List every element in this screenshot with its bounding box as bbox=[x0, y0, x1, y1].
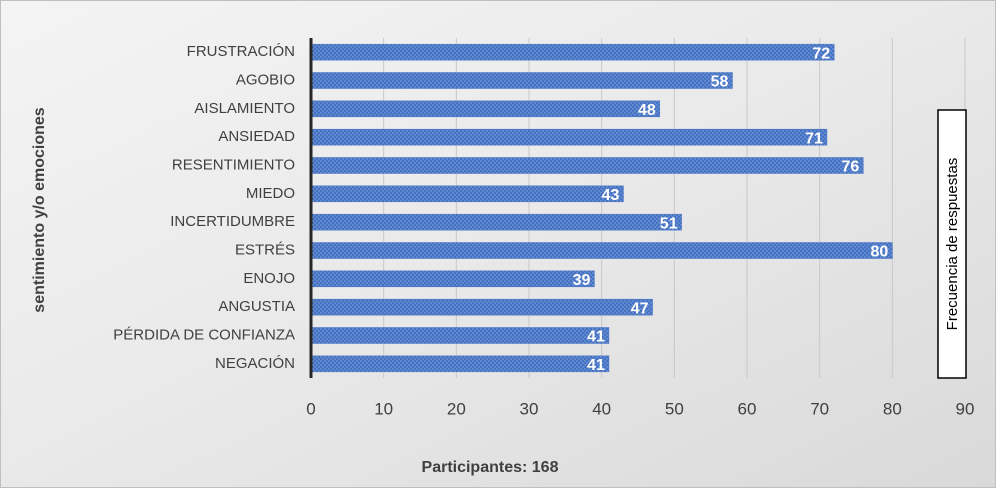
x-tick-label: 50 bbox=[665, 399, 684, 418]
data-label: 80 bbox=[871, 244, 889, 261]
x-axis-label: Participantes: 168 bbox=[422, 459, 559, 476]
bar bbox=[310, 355, 610, 373]
data-label: 76 bbox=[841, 159, 859, 176]
data-label: 72 bbox=[812, 45, 830, 62]
bar bbox=[310, 242, 893, 259]
data-label: 47 bbox=[631, 300, 649, 317]
x-tick-label: 0 bbox=[306, 399, 315, 418]
x-tick-label: 90 bbox=[956, 399, 975, 418]
x-tick-label: 40 bbox=[592, 399, 611, 418]
bar bbox=[310, 128, 828, 146]
y-tick-label: ESTRÉS bbox=[235, 241, 295, 258]
y-tick-label: AGOBIO bbox=[236, 71, 295, 88]
y-tick-label: RESENTIMIENTO bbox=[172, 156, 295, 173]
y-tick-label: PÉRDIDA DE CONFIANZA bbox=[113, 326, 295, 343]
data-label: 39 bbox=[573, 272, 591, 289]
x-tick-label: 20 bbox=[447, 399, 466, 418]
annotation-box bbox=[937, 109, 967, 379]
bar bbox=[310, 72, 733, 89]
data-label: 48 bbox=[638, 102, 656, 119]
data-label: 71 bbox=[805, 130, 823, 147]
x-tick-label: 70 bbox=[810, 399, 829, 418]
x-tick-label: 10 bbox=[374, 399, 393, 418]
x-tick-label: 60 bbox=[738, 399, 757, 418]
data-label: 51 bbox=[660, 215, 678, 232]
bar bbox=[310, 270, 595, 288]
y-tick-label: ENOJO bbox=[243, 270, 295, 287]
data-label: 43 bbox=[602, 187, 620, 204]
x-tick-label: 30 bbox=[520, 399, 539, 418]
y-tick-label: FRUSTRACIÓN bbox=[187, 43, 295, 60]
y-tick-label: NEGACIÓN bbox=[215, 355, 295, 372]
bar bbox=[310, 157, 864, 174]
annotation: Frecuencia de respuestas bbox=[944, 158, 961, 331]
data-label: 41 bbox=[587, 329, 605, 346]
bar bbox=[310, 100, 661, 118]
y-tick-label: INCERTIDUMBRE bbox=[170, 213, 295, 230]
bar bbox=[310, 185, 624, 203]
y-tick-label: ANGUSTIA bbox=[218, 298, 295, 315]
data-label: 41 bbox=[587, 357, 605, 374]
bar bbox=[310, 298, 653, 316]
data-label: 58 bbox=[711, 74, 729, 91]
x-tick-label: 80 bbox=[883, 399, 902, 418]
y-tick-label: MIEDO bbox=[246, 185, 295, 202]
y-axis-label: sentimiento y/o emociones bbox=[31, 107, 48, 312]
bar bbox=[310, 43, 835, 61]
bar bbox=[310, 213, 682, 231]
bar bbox=[310, 327, 610, 344]
y-tick-label: ANSIEDAD bbox=[218, 128, 295, 145]
y-tick-label: AISLAMIENTO bbox=[194, 100, 295, 117]
